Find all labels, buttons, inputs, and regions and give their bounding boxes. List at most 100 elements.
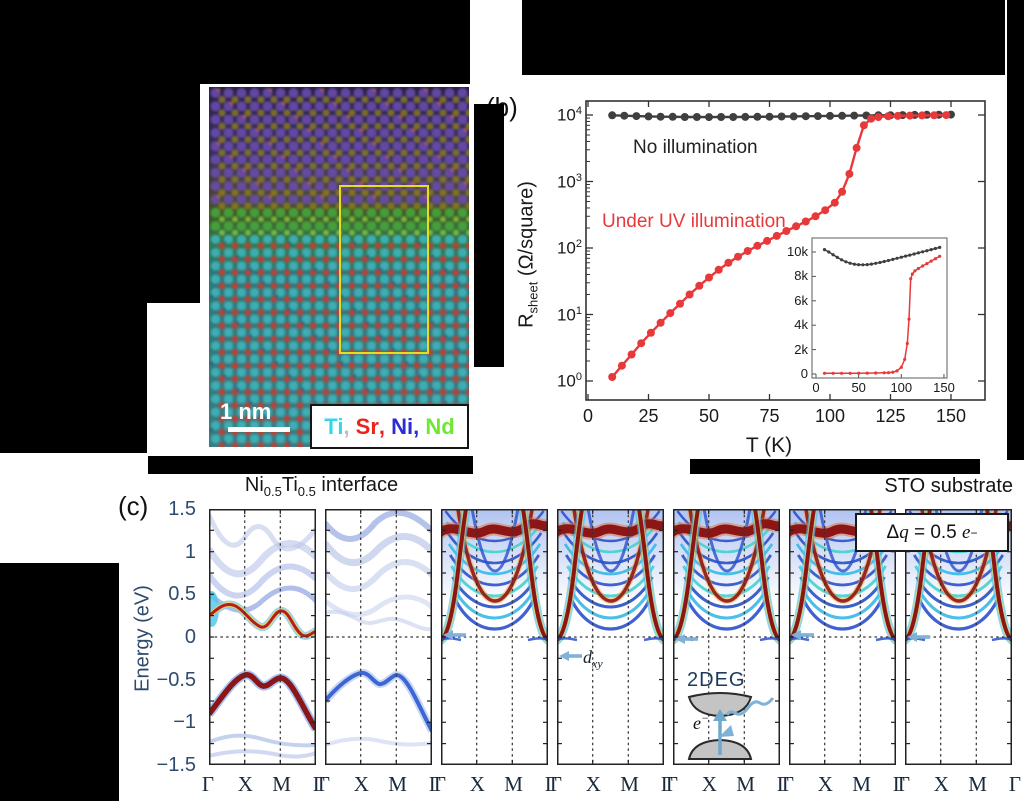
- eels-map-image: [209, 87, 469, 447]
- band-pointer-arrow-icon: [443, 630, 466, 640]
- kpath-label: Γ: [897, 772, 911, 796]
- kpath-label: Γ: [201, 772, 215, 796]
- inset-y-tick: 6k: [794, 293, 808, 308]
- b-y-tick-base: 10: [556, 172, 576, 192]
- series-label-no-illumination: No illumination: [633, 137, 758, 158]
- panel-b-y-axis-label: Rsheet (Ω/square): [516, 145, 541, 365]
- band-structure-panel-2: [325, 509, 432, 765]
- band-pointer-arrow-icon: [791, 630, 814, 640]
- band-structure-panel-1: [209, 509, 316, 765]
- series-label-uv-illumination: Under UV illumination: [602, 211, 786, 232]
- b-x-tick: 75: [759, 406, 780, 426]
- energy-tick-label: 0: [184, 626, 196, 648]
- title-ti-sub: 0.5: [297, 484, 316, 499]
- b-y-tick-exp: 1: [575, 304, 582, 317]
- kpath-label: X: [469, 772, 485, 796]
- band-structure-graphic: [325, 509, 432, 765]
- photon-wavy-arrow-icon: [725, 697, 775, 716]
- 2deg-excitation-diagram: [687, 692, 775, 760]
- b-y-tick-exp: 4: [575, 105, 582, 117]
- band-structure-graphic: [209, 509, 316, 765]
- dxy-base: d: [583, 647, 592, 667]
- b-x-tick: 50: [698, 406, 720, 426]
- energy-tick-label: −1: [173, 711, 196, 734]
- redaction-box: [522, 0, 1005, 75]
- kpath-label: M: [968, 772, 987, 796]
- redaction-box: [1007, 0, 1024, 460]
- b-y-tick-base: 10: [556, 305, 576, 325]
- kpath-label: X: [237, 772, 253, 796]
- dq-q: q: [899, 521, 909, 543]
- legend-nd: Nd: [425, 413, 455, 439]
- kpath-label: Γ: [317, 772, 331, 796]
- band-structure-graphic: [557, 509, 664, 765]
- energy-tick-label: −0.5: [156, 668, 196, 691]
- scale-bar-line: [228, 427, 290, 432]
- e-base: e: [693, 713, 701, 733]
- b-y-tick-exp: 3: [575, 171, 582, 184]
- kpath-label: Γ: [428, 772, 442, 796]
- panel-c-title-left: Ni0.5Ti0.5 interface: [209, 474, 434, 499]
- legend-ni: Ni: [391, 413, 414, 439]
- kpath-label: X: [817, 772, 833, 796]
- kpath-label: Γ: [312, 772, 326, 796]
- energy-tick-label: 1: [184, 540, 196, 563]
- e-sup: −: [701, 711, 710, 725]
- legend-comma-3: ,: [413, 413, 426, 439]
- inset-y-tick: 0: [800, 366, 808, 381]
- kpath-label: X: [585, 772, 601, 796]
- atomic-lattice-graphic: [209, 88, 469, 447]
- b-y-tick: 104: [540, 105, 582, 126]
- b-y-tick: 102: [540, 238, 582, 259]
- band-structure-panel-3: [441, 509, 548, 765]
- b-y-tick: 101: [540, 305, 582, 326]
- kpath-label: M: [272, 772, 291, 796]
- band-structure-graphic: [441, 509, 548, 765]
- legend-ti: Ti: [324, 413, 344, 439]
- redaction-box: [0, 0, 470, 84]
- panel-b-x-axis-label: T (K): [745, 434, 793, 457]
- b-y-tick-base: 10: [556, 105, 576, 125]
- panel-c-label: (c): [118, 491, 149, 521]
- 2deg-annotation: 2DEG: [687, 669, 746, 691]
- element-legend: Ti, Sr, Ni, Nd: [310, 404, 469, 449]
- inset-x-tick: 150: [933, 380, 955, 395]
- scale-bar-label: 1 nm: [220, 399, 272, 424]
- kpath-label: M: [852, 772, 871, 796]
- excitation-arrow-icon: [713, 709, 727, 721]
- kpath-label: Γ: [544, 772, 558, 796]
- legend-sr: Sr: [355, 413, 379, 439]
- resistance-plot: [585, 100, 986, 401]
- inset-x-tick: 0: [812, 380, 820, 395]
- electron-annotation: e−: [693, 711, 709, 734]
- redaction-box: [690, 459, 980, 474]
- title-interface: interface: [315, 474, 399, 496]
- inset-y-tick: 4k: [794, 317, 808, 332]
- inset-y-tick: 2k: [794, 342, 808, 357]
- dq-mid: = 0.5: [908, 521, 963, 543]
- redaction-box: [474, 104, 504, 367]
- redaction-box: [0, 563, 119, 801]
- redaction-box: [148, 456, 473, 474]
- band-pointer-arrow-icon: [907, 632, 930, 642]
- b-x-tick: 0: [582, 406, 593, 426]
- ylabel-sub: sheet: [525, 281, 541, 314]
- kpath-label: M: [620, 772, 639, 796]
- dq-sup: −: [970, 525, 978, 540]
- b-y-tick-exp: 0: [575, 371, 582, 383]
- inset-x-tick: 50: [851, 380, 866, 395]
- b-x-tick: 100: [814, 406, 846, 426]
- inset-y-tick: 8k: [794, 268, 808, 283]
- title-ni-sub: 0.5: [263, 484, 282, 499]
- energy-tick-label: 0.5: [168, 583, 196, 606]
- b-y-tick: 103: [540, 172, 582, 193]
- kpath-label: M: [504, 772, 523, 796]
- ylabel-rest: (Ω/square): [515, 181, 538, 282]
- kpath-label: X: [933, 772, 949, 796]
- redaction-box: [0, 303, 147, 453]
- dq-e: e: [962, 521, 971, 543]
- legend-comma-2: ,: [378, 413, 392, 439]
- b-y-tick-base: 10: [556, 371, 576, 391]
- dq-delta: Δ: [886, 521, 900, 543]
